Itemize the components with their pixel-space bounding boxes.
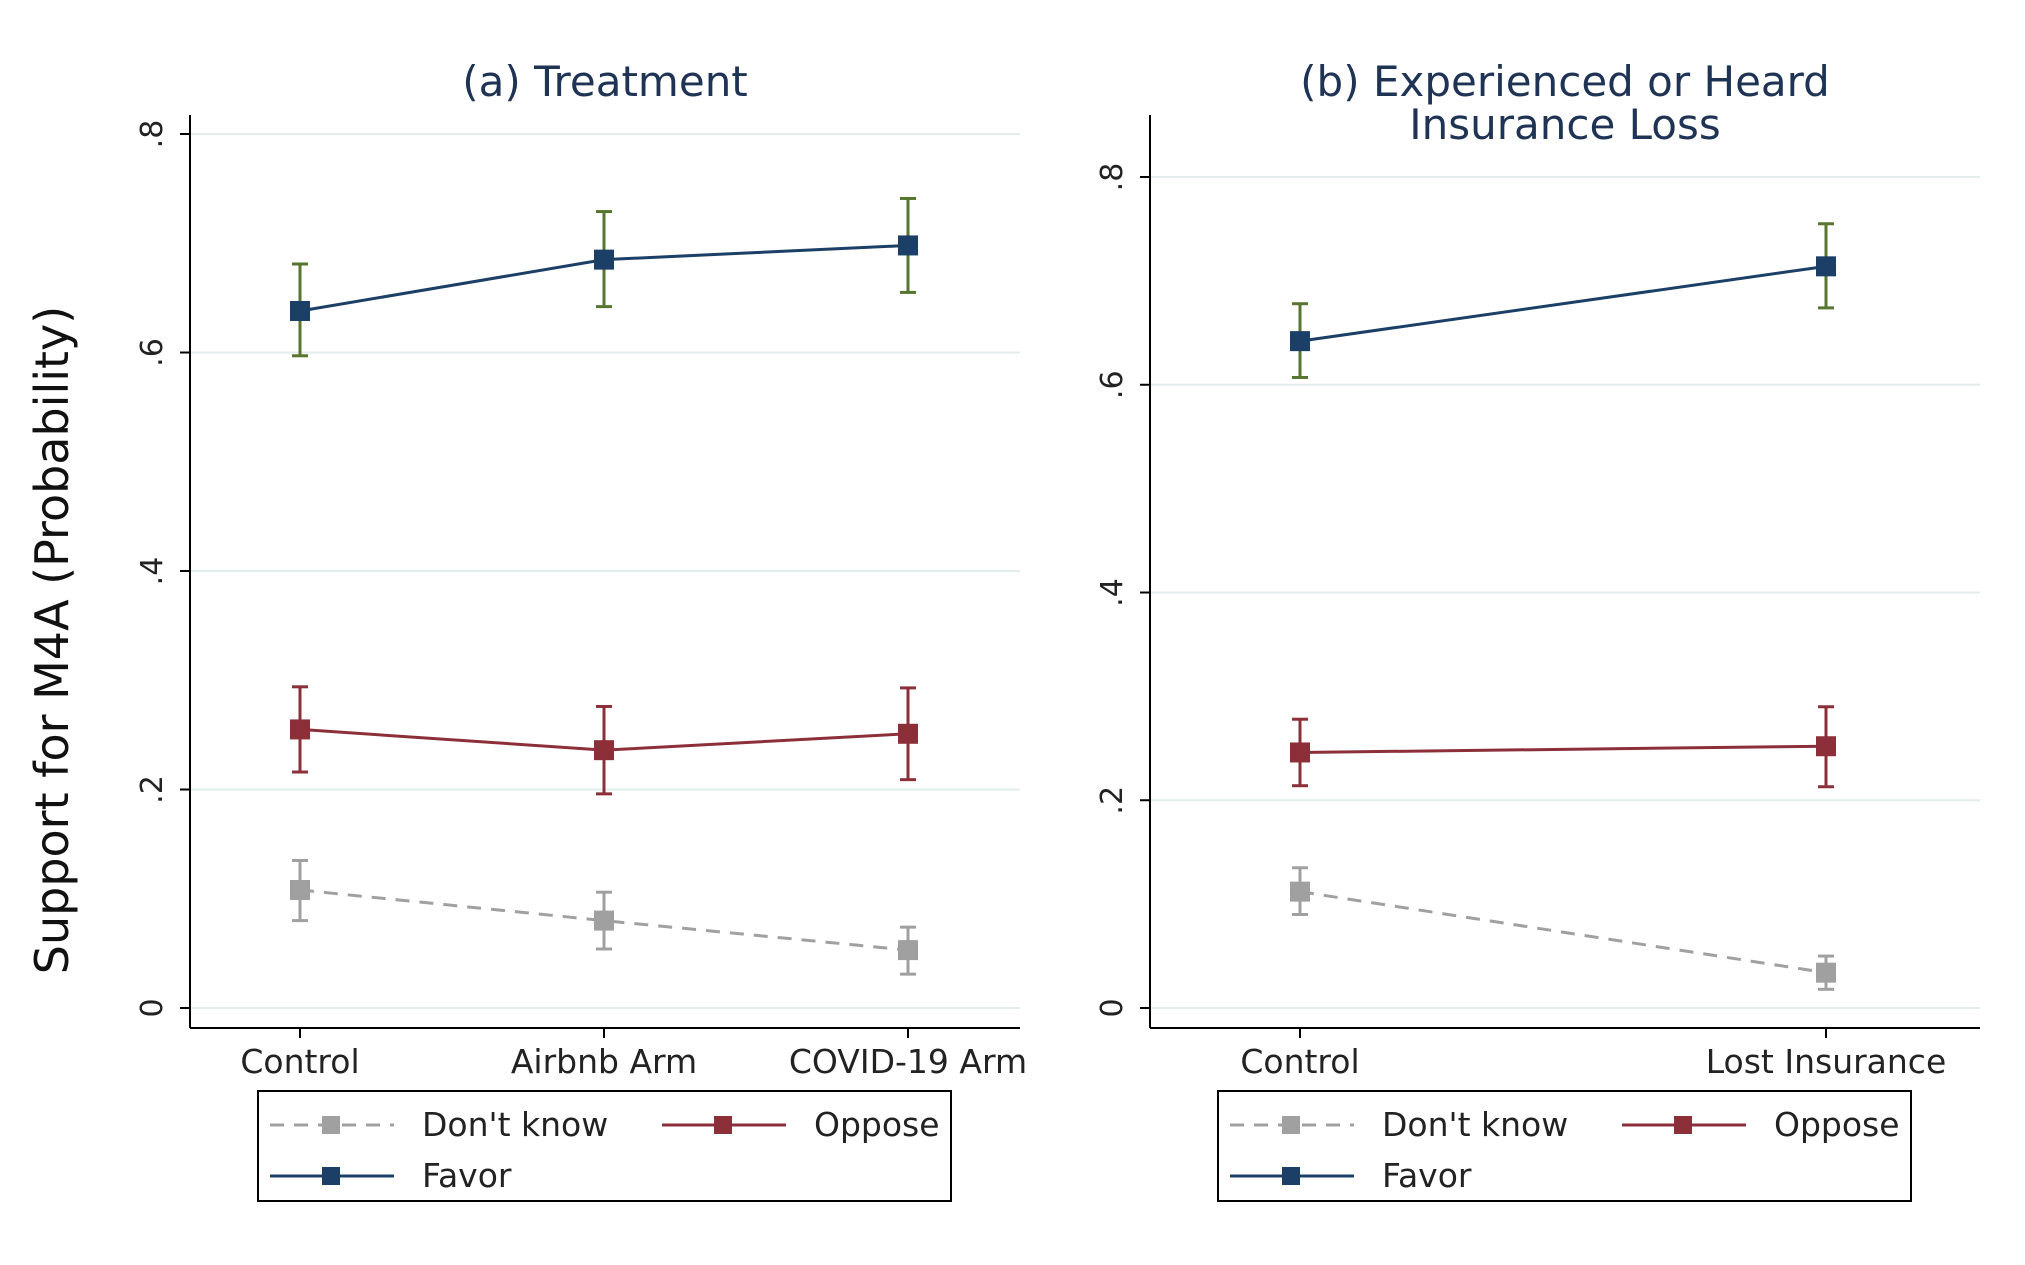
x-tick-label: Lost Insurance xyxy=(1706,1042,1947,1081)
y-tick-label: .2 xyxy=(1095,786,1130,815)
data-point-oppose xyxy=(898,723,918,744)
data-point-oppose xyxy=(594,740,614,761)
data-point-oppose xyxy=(290,719,310,740)
y-tick-label: .4 xyxy=(135,557,170,586)
series-favor xyxy=(1290,222,1836,379)
legend-label-favor: Favor xyxy=(1382,1156,1472,1195)
legend-label-dont_know: Don't know xyxy=(1382,1105,1568,1144)
legend-label-oppose: Oppose xyxy=(1774,1105,1900,1144)
data-point-dont_know xyxy=(1290,881,1310,902)
series-line-dont_know xyxy=(299,888,909,952)
data-point-dont_know xyxy=(898,940,918,961)
x-tick-label: COVID-19 Arm xyxy=(789,1042,1027,1081)
data-point-favor xyxy=(594,249,614,270)
legend-label-favor: Favor xyxy=(422,1156,512,1195)
chart-title-line: Insurance Loss xyxy=(1409,100,1721,149)
legend-swatch-marker-dont_know xyxy=(1282,1116,1300,1134)
legend-box xyxy=(1217,1090,1912,1202)
y-tick-label: .2 xyxy=(135,775,170,804)
y-tick-label: .6 xyxy=(1095,370,1130,399)
legend-label-oppose: Oppose xyxy=(814,1105,940,1144)
data-point-favor xyxy=(898,235,918,256)
x-tick-label: Control xyxy=(240,1042,359,1081)
y-tick-label: .6 xyxy=(135,338,170,367)
series-favor xyxy=(290,196,918,358)
x-tick-label: Control xyxy=(1240,1042,1359,1081)
legend-label-dont_know: Don't know xyxy=(422,1105,608,1144)
series-dont_know xyxy=(1290,866,1836,991)
chart-title-line: (a) Treatment xyxy=(462,57,748,106)
chart-title-line: (b) Experienced or Heard xyxy=(1300,57,1830,106)
series-oppose xyxy=(1290,705,1836,789)
data-point-favor xyxy=(1290,331,1310,352)
panel-a: (a) Treatment 0 .2 .4 .6 .8 Control Airbnb Arm C… xyxy=(135,57,1027,1202)
legend-swatch-marker-oppose xyxy=(1674,1116,1692,1134)
legend-box xyxy=(257,1090,952,1202)
data-point-favor xyxy=(290,300,310,321)
data-point-favor xyxy=(1816,256,1836,277)
y-tick-label: .4 xyxy=(1095,578,1130,607)
y-tick-label: 0 xyxy=(135,998,170,1017)
series-line-favor xyxy=(1299,264,1827,343)
x-tick-label: Airbnb Arm xyxy=(511,1042,697,1081)
legend-swatch-marker-favor xyxy=(1282,1167,1300,1185)
data-point-oppose xyxy=(1816,736,1836,757)
data-point-dont_know xyxy=(594,910,614,931)
series-line-oppose xyxy=(1299,744,1827,754)
legend-swatch-marker-dont_know xyxy=(322,1116,340,1134)
legend-swatch-marker-favor xyxy=(322,1167,340,1185)
legend-swatch-marker-oppose xyxy=(714,1116,732,1134)
series-dont_know xyxy=(290,859,918,976)
data-point-dont_know xyxy=(1816,962,1836,983)
series-line-dont_know xyxy=(1299,890,1827,975)
y-tick-label: .8 xyxy=(135,120,170,149)
y-tick-label: .8 xyxy=(1095,163,1130,192)
legend: Don't know Oppose Favor xyxy=(1217,1090,1912,1202)
y-tick-label: 0 xyxy=(1095,998,1130,1017)
legend: Don't know Oppose Favor xyxy=(257,1090,952,1202)
series-oppose xyxy=(290,685,918,796)
data-point-oppose xyxy=(1290,742,1310,763)
data-point-dont_know xyxy=(290,880,310,901)
y-axis-label: Support for M4A (Probability) xyxy=(25,306,79,974)
